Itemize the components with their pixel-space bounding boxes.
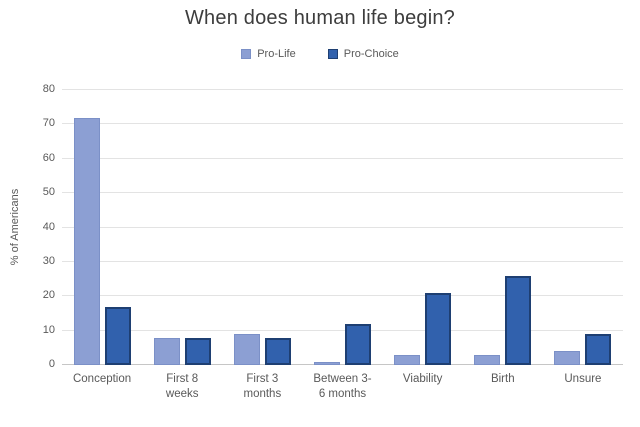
pro-choice-swatch-icon — [327, 49, 338, 59]
bar-pro-choice-viability — [425, 292, 452, 365]
bar-group-first-3-months — [222, 90, 302, 365]
bar-pro-choice-first-8-weeks — [184, 337, 211, 365]
y-tick-0: 0 — [48, 358, 55, 370]
bar-pro-life-viability — [394, 354, 421, 365]
chart-title: When does human life begin? — [184, 7, 456, 29]
bar-group-viability — [383, 90, 463, 365]
legend: Pro-Life Pro-Choice — [0, 48, 640, 60]
x-label-between-3-6-months: Between 3- 6 months — [302, 372, 382, 402]
gridline-20 — [62, 295, 623, 297]
y-tick-40: 40 — [42, 220, 55, 233]
legend-label-pro-choice: Pro-Choice — [343, 48, 399, 60]
pro-life-swatch-icon — [241, 49, 252, 59]
x-label-birth: Birth — [463, 372, 543, 387]
x-label-viability: Viability — [383, 372, 463, 387]
x-label-line: Birth — [490, 373, 515, 385]
x-label-line: weeks — [165, 388, 199, 400]
bar-pro-life-first-3-months — [233, 334, 260, 365]
y-tick-20: 20 — [42, 289, 55, 302]
legend-label-pro-life: Pro-Life — [257, 48, 296, 60]
x-label-first-8-weeks: First 8 weeks — [142, 372, 222, 402]
legend-item-pro-life: Pro-Life — [241, 48, 296, 60]
bar-pro-life-between-3-6-months — [313, 361, 340, 365]
y-tick-70: 70 — [42, 117, 55, 130]
gridline-70 — [62, 123, 623, 125]
x-label-line: Between 3- — [313, 373, 372, 385]
x-label-line: months — [243, 388, 282, 400]
bar-group-birth — [463, 90, 543, 365]
bar-pro-choice-unsure — [585, 334, 612, 365]
x-label-line: Conception — [72, 373, 132, 385]
x-label-line: Unsure — [564, 373, 602, 385]
x-axis-line — [62, 364, 623, 365]
bar-group-conception — [62, 90, 142, 365]
gridline-80 — [62, 89, 623, 90]
bar-pro-choice-first-3-months — [264, 337, 291, 365]
y-tick-50: 50 — [42, 186, 55, 199]
x-label-line: First 3 — [246, 373, 279, 385]
bar-pro-choice-conception — [104, 306, 131, 365]
x-label-unsure: Unsure — [543, 372, 623, 387]
gridline-10 — [62, 329, 623, 331]
y-tick-60: 60 — [42, 151, 55, 164]
bar-pro-life-first-8-weeks — [153, 337, 180, 365]
bar-group-first-8-weeks — [142, 90, 222, 365]
bar-pro-life-conception — [73, 117, 100, 365]
x-label-line: First 8 — [166, 373, 199, 385]
x-label-conception: Conception — [62, 372, 142, 387]
bar-pro-life-unsure — [554, 351, 581, 365]
y-tick-80: 80 — [42, 83, 55, 95]
x-label-first-3-months: First 3 months — [222, 372, 302, 402]
y-tick-30: 30 — [42, 254, 55, 267]
bar-group-between-3-6-months — [302, 90, 382, 365]
bar-group-unsure — [543, 90, 623, 365]
bar-pro-choice-birth — [505, 275, 532, 365]
gridline-30 — [62, 260, 623, 262]
bar-pro-choice-between-3-6-months — [344, 323, 371, 365]
y-tick-10: 10 — [42, 323, 55, 336]
bar-pro-life-birth — [474, 354, 501, 365]
legend-item-pro-choice: Pro-Choice — [327, 48, 399, 60]
gridline-50 — [62, 192, 623, 194]
gridline-40 — [62, 226, 623, 228]
x-label-line: Viability — [402, 373, 443, 385]
gridline-60 — [62, 157, 623, 159]
x-label-line: 6 months — [318, 388, 367, 400]
plot-area — [62, 89, 623, 365]
